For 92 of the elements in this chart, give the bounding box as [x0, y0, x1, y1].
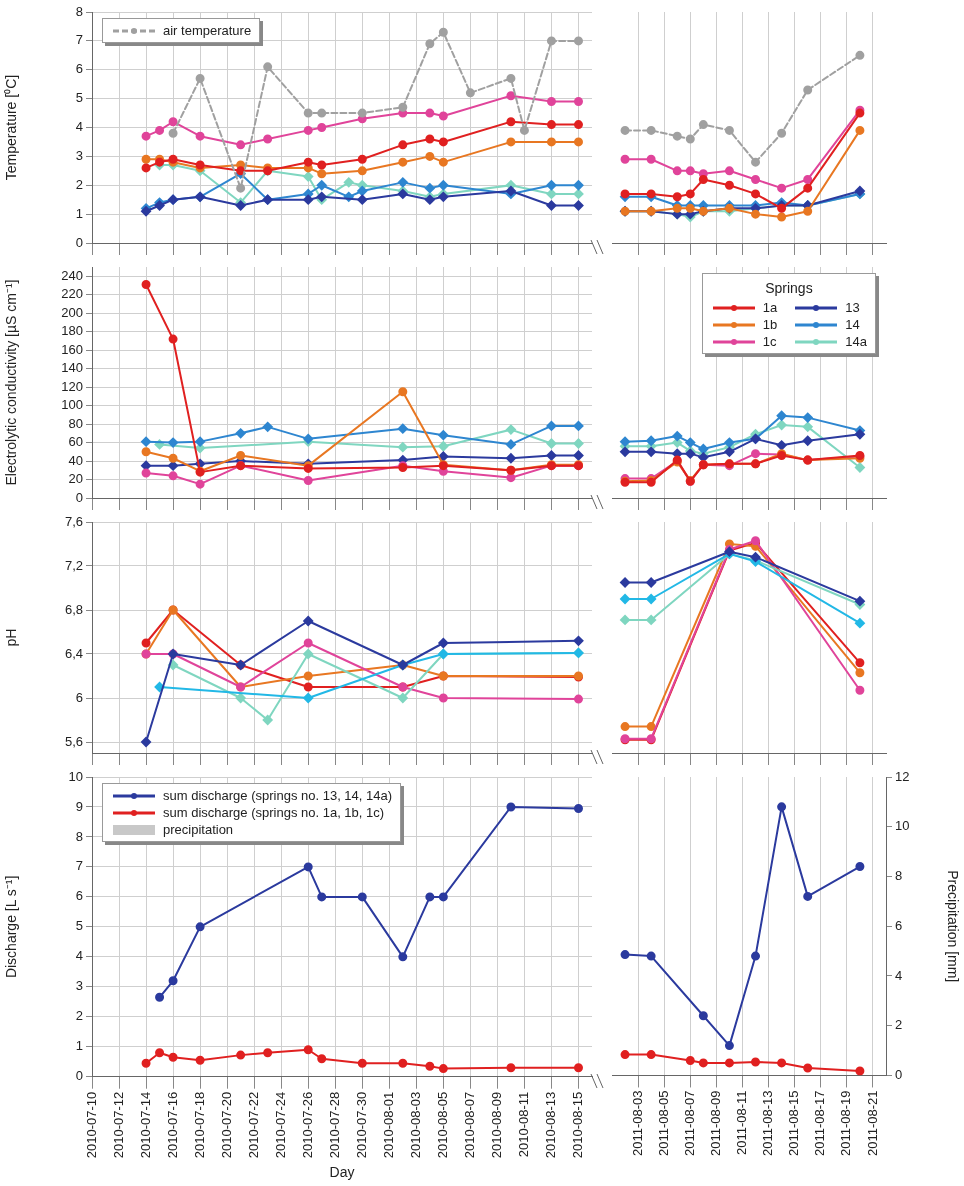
y-tick-label: 100: [61, 397, 83, 413]
y-tick-label: 60: [68, 434, 83, 450]
y-tick-label: 6,4: [64, 645, 83, 661]
y-tick-label: 3: [75, 978, 83, 994]
x-tick-label: 2010-07-10: [83, 1091, 99, 1159]
x-tick-label: 2010-07-20: [218, 1091, 234, 1159]
x-tick-label: 2010-07-30: [353, 1091, 369, 1159]
x-tick-label: 2011-08-07: [681, 1090, 697, 1157]
y-tick-label: 3: [75, 147, 83, 163]
y-tick-label: 5: [75, 90, 83, 106]
y-tick-label: 6: [75, 689, 83, 705]
x-tick-label: 2011-08-17: [812, 1090, 828, 1157]
y2-tick-label: 0: [895, 1067, 903, 1083]
x-tick-label: 2010-07-16: [164, 1091, 180, 1159]
legend-label: 13: [845, 300, 860, 315]
y-axis-title: pH: [3, 628, 20, 647]
y-tick-label: 6: [75, 888, 83, 904]
legend-label: 14a: [845, 334, 867, 349]
x-tick-label: 2010-08-13: [543, 1091, 559, 1159]
x-tick-label: 2011-08-09: [707, 1090, 723, 1157]
y-tick-label: 9: [75, 798, 83, 814]
y-tick-label: 1: [75, 205, 83, 221]
y-tick-label: 0: [75, 234, 83, 250]
y-tick-label: 7: [75, 32, 83, 48]
y-tick-label: 8: [75, 828, 83, 844]
x-tick-label: 2011-08-19: [838, 1090, 854, 1157]
y-tick-label: 5,6: [64, 733, 83, 749]
annotation: precipitation: [163, 822, 234, 837]
y-tick-label: 10: [68, 768, 83, 784]
y-tick-label: 7: [75, 858, 83, 874]
y-tick-label: 8: [75, 3, 83, 19]
y-tick-label: 220: [61, 286, 83, 302]
y-tick-label: 2: [75, 1008, 83, 1024]
y-tick-label: 180: [61, 323, 83, 339]
x-tick-label: 2010-07-22: [245, 1091, 261, 1159]
y-tick-label: 40: [68, 452, 83, 468]
y-tick-label: 6,8: [64, 601, 83, 617]
y-tick-label: 240: [61, 267, 83, 283]
x-tick-label: 2011-08-05: [655, 1090, 671, 1157]
legend-label: sum discharge (springs no. 1a, 1b, 1c): [163, 805, 385, 820]
x-tick-label: 2011-08-11: [734, 1090, 750, 1156]
x-tick-label: 2010-07-28: [326, 1091, 342, 1159]
y-tick-label: 7,6: [64, 513, 83, 529]
y-tick-label: 0: [75, 1068, 83, 1084]
y-tick-label: 4: [75, 119, 83, 135]
x-tick-label: 2010-08-11: [516, 1091, 532, 1158]
legend-label: sum discharge (springs no. 13, 14, 14a): [163, 788, 393, 803]
x-tick-label: 2010-08-15: [570, 1091, 586, 1159]
y2-axis-title: Precipitation [mm]: [944, 870, 961, 983]
y2-tick-label: 8: [895, 868, 903, 884]
x-tick-label: 2010-07-12: [110, 1091, 126, 1159]
y2-tick-label: 10: [895, 818, 910, 834]
y-tick-label: 7,2: [64, 557, 83, 573]
y-axis-title: Discharge [L s⁻¹]: [3, 875, 20, 979]
y2-tick-label: 2: [895, 1017, 903, 1033]
y-tick-label: 4: [75, 948, 83, 964]
y-tick-label: 20: [68, 471, 83, 487]
x-tick-label: 2010-08-07: [461, 1091, 477, 1159]
x-tick-label: 2010-08-09: [488, 1091, 504, 1159]
x-tick-label: 2010-08-05: [434, 1091, 450, 1159]
x-tick-label: 2010-08-01: [380, 1091, 396, 1159]
x-tick-label: 2010-07-24: [272, 1091, 288, 1159]
x-tick-label: 2010-08-03: [407, 1091, 423, 1159]
legend-label: 1c: [762, 334, 777, 349]
x-tick-label: 2011-08-15: [786, 1090, 802, 1157]
y-tick-label: 6: [75, 61, 83, 77]
x-tick-label: 2010-07-26: [299, 1091, 315, 1159]
y2-tick-label: 6: [895, 917, 903, 933]
y-tick-label: 1: [75, 1038, 83, 1054]
y2-tick-label: 4: [895, 967, 903, 983]
y-tick-label: 0: [75, 489, 83, 505]
legend-label: 1b: [762, 317, 778, 332]
y-tick-label: 5: [75, 918, 83, 934]
legend-label: 14: [845, 317, 860, 332]
x-tick-label: 2010-07-14: [137, 1091, 153, 1159]
legend-label: 1a: [762, 300, 778, 315]
x-tick-label: 2011-08-21: [864, 1090, 880, 1157]
x-tick-label: 2011-08-13: [760, 1090, 776, 1157]
y-tick-label: 2: [75, 176, 83, 192]
y-tick-label: 140: [61, 360, 83, 376]
y2-tick-label: 12: [895, 768, 910, 784]
y-tick-label: 200: [61, 304, 83, 320]
y-tick-label: 80: [68, 415, 83, 431]
x-tick-label: 2011-08-03: [629, 1090, 645, 1157]
y-tick-label: 160: [61, 341, 83, 357]
y-axis-title: Electrolytic conductivity [µS cm⁻¹]: [3, 279, 20, 486]
y-axis-title: Temperature [⁰C]: [3, 74, 20, 181]
x-axis-title: Day: [329, 1164, 355, 1181]
legend-label: air temperature: [163, 23, 252, 38]
y-tick-label: 120: [61, 378, 83, 394]
legend-title: Springs: [764, 280, 814, 296]
x-tick-label: 2010-07-18: [191, 1091, 207, 1159]
